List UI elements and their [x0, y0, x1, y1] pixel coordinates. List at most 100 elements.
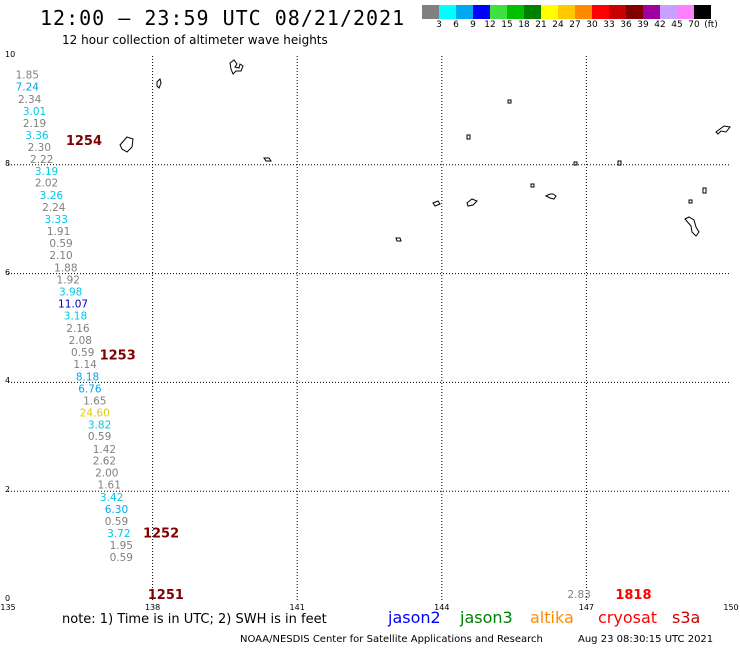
track-label: 1818 [615, 588, 651, 603]
swh-reading: 2.00 [95, 468, 118, 480]
island-outline [617, 160, 622, 166]
y-tick-label: 0 [5, 594, 11, 603]
swh-reading: 2.22 [30, 154, 53, 166]
swh-reading: 3.36 [25, 130, 49, 142]
colorbar-label: 27 [569, 20, 581, 30]
colorbar-swatch [473, 5, 490, 19]
map-title: 12:00 — 23:59 UTC 08/21/2021 [40, 6, 406, 30]
swh-reading: 8.18 [76, 371, 99, 383]
swh-reading: 2.83 [567, 589, 590, 601]
satellite-legend-item: jason2 [388, 608, 441, 627]
swh-reading: 2.10 [49, 250, 72, 262]
colorbar-swatch [643, 5, 660, 19]
swh-reading: 3.33 [45, 214, 68, 226]
colorbar-label: 36 [620, 20, 632, 30]
swh-reading: 24.60 [80, 407, 110, 419]
satellite-legend-item: altika [530, 608, 574, 627]
swh-reading: 1.92 [57, 275, 80, 287]
swh-reading: 1.42 [93, 444, 116, 456]
island-outline [395, 237, 402, 242]
swh-reading: 0.59 [110, 552, 133, 564]
island-outlines [119, 59, 731, 242]
swh-reading: 3.18 [64, 310, 87, 322]
colorbar-label: 6 [453, 20, 459, 30]
x-tick-label: 138 [144, 603, 161, 612]
footer-timestamp: Aug 23 08:30:15 UTC 2021 [578, 634, 714, 645]
colorbar-label: 18 [518, 20, 530, 30]
colorbar-swatch [439, 5, 456, 19]
x-tick-label: 144 [434, 603, 450, 612]
swh-reading: 2.30 [28, 142, 51, 154]
swh-reading: 0.59 [105, 516, 128, 528]
swh-reading: 1.85 [16, 69, 39, 81]
island-outline [530, 183, 535, 188]
colorbar-label: 21 [535, 20, 547, 30]
swh-reading: 2.62 [93, 456, 116, 468]
colorbar-label: 15 [501, 20, 513, 30]
colorbar-label: 70 [688, 20, 700, 30]
satellite-legend-item: jason3 [460, 608, 513, 627]
colorbar-swatch [490, 5, 507, 19]
island-outline [715, 125, 731, 135]
x-tick-label: 141 [289, 603, 305, 612]
swh-reading: 3.98 [59, 287, 82, 299]
colorbar-label: (ft) [704, 20, 718, 30]
island-outline [229, 59, 244, 75]
swh-reading: 3.72 [107, 528, 130, 540]
track-label: 1252 [143, 527, 179, 542]
track-label: 1254 [66, 134, 102, 149]
colorbar-label: 12 [484, 20, 496, 30]
y-tick-label: 4 [5, 376, 11, 386]
swh-reading: 0.59 [71, 347, 94, 359]
colorbar-swatch [575, 5, 592, 19]
island-outline [432, 200, 441, 207]
colorbar-label: 42 [654, 20, 666, 30]
satellite-legend-item: s3a [672, 608, 701, 627]
island-outline [544, 193, 557, 200]
swh-reading: 6.76 [78, 383, 102, 395]
colorbar-label: 3 [436, 20, 442, 30]
x-tick-label: 147 [578, 603, 595, 612]
swh-reading: 1.88 [54, 263, 77, 275]
lat-lon-grid [8, 56, 731, 600]
swh-reading: 3.42 [100, 492, 123, 504]
island-outline [466, 198, 478, 207]
footer-credit: NOAA/NESDIS Center for Satellite Applica… [240, 634, 543, 645]
swh-reading: 0.59 [49, 238, 72, 250]
colorbar-label: 45 [671, 20, 683, 30]
colorbar-label: 24 [552, 20, 564, 30]
island-outline [684, 216, 700, 237]
island-outline [466, 134, 471, 140]
colorbar-swatch [507, 5, 524, 19]
y-tick-label: 8 [5, 158, 11, 168]
colorbar-label: 9 [470, 20, 476, 30]
swh-readings: 1.857.242.343.012.193.362.302.223.192.02… [16, 69, 591, 601]
x-tick-label: 150 [723, 603, 739, 612]
colorbar-label: 33 [603, 20, 615, 30]
swh-reading: 11.07 [58, 299, 88, 311]
swh-reading: 2.19 [23, 118, 46, 130]
footer-note: note: 1) Time is in UTC; 2) SWH is in fe… [62, 612, 327, 627]
colorbar-swatch [524, 5, 541, 19]
swh-reading: 2.02 [35, 178, 58, 190]
colorbar-label: 30 [586, 20, 598, 30]
swh-reading: 2.08 [69, 335, 92, 347]
swh-reading: 7.24 [16, 81, 40, 93]
colorbar-swatch [456, 5, 473, 19]
swh-reading: 3.82 [88, 419, 111, 431]
island-outline [156, 78, 162, 89]
colorbar-legend [422, 5, 711, 19]
island-outline [119, 136, 134, 153]
colorbar-swatch [422, 5, 439, 19]
swh-reading: 3.01 [23, 106, 46, 118]
y-tick-label: 6 [5, 267, 11, 277]
map-subtitle: 12 hour collection of altimeter wave hei… [62, 33, 328, 47]
island-outline [702, 187, 707, 194]
swh-reading: 3.19 [35, 166, 58, 178]
swh-reading: 1.91 [47, 226, 70, 238]
colorbar-swatch [558, 5, 575, 19]
island-outline [263, 157, 272, 162]
island-outline [507, 99, 512, 104]
